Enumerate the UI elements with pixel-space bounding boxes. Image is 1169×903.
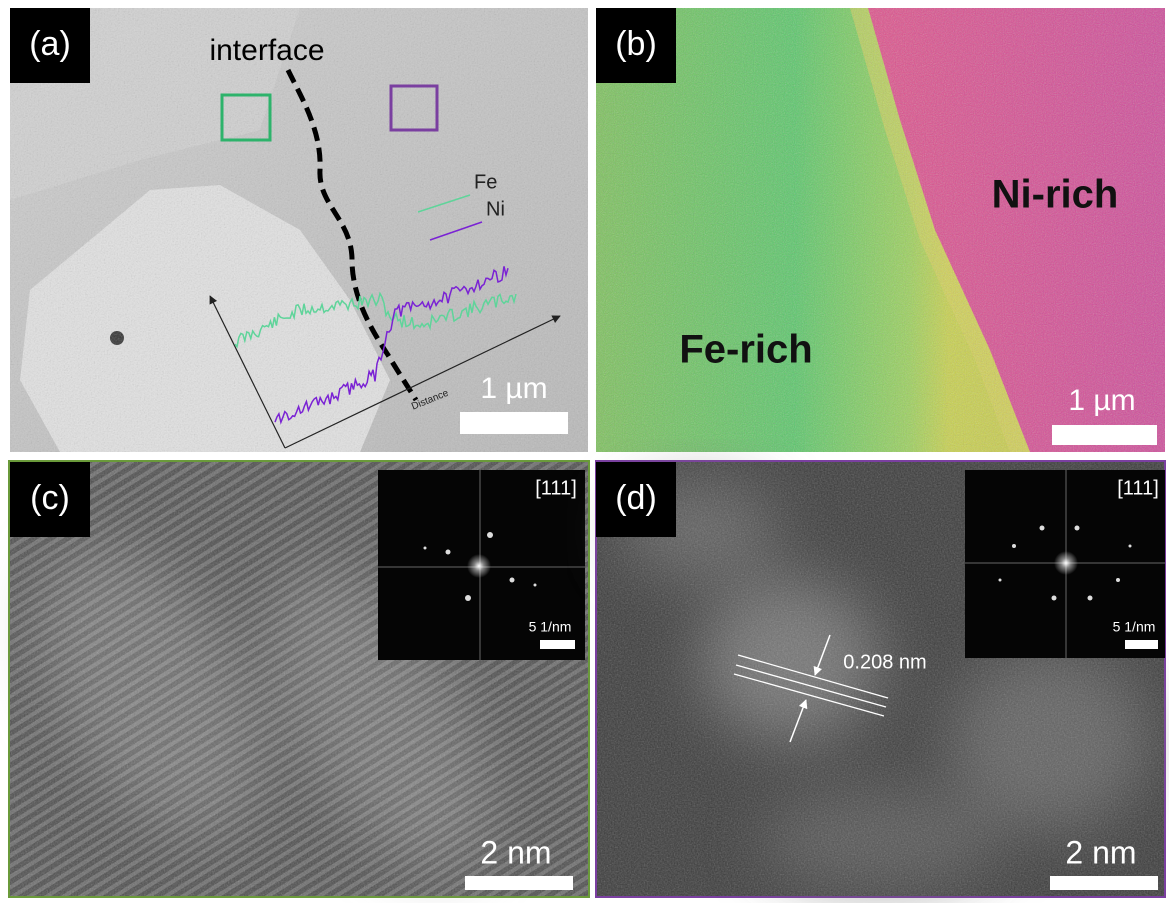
fft-center [1054,551,1078,575]
scale-bar-label: 2 nm [480,834,551,870]
spacing-label: 0.208 nm [843,651,926,673]
zone-axis: [111] [535,477,577,499]
region-label: Ni-rich [992,173,1119,217]
annotation: interface [209,34,324,67]
inset-scale-bar [1125,640,1158,649]
scale-bar-label: 1 µm [1068,384,1135,417]
inset-scale-label: 5 1/nm [529,619,572,635]
inset-scale-label: 5 1/nm [1113,619,1156,635]
panel-label: (a) [29,25,71,63]
scale-bar [465,876,573,890]
panel-d: 5 1/nm [111] 0.208 nm (d) 2 nm [596,461,1165,897]
panel-b: (b) Ni-rich Fe-rich 1 µm [596,8,1165,452]
panel-c: 5 1/nm [111] (c) 2 nm [0,461,589,903]
region-label: Fe-rich [679,328,812,372]
fft-center [467,554,491,578]
scale-bar-label: 2 nm [1065,834,1136,870]
scale-bar-label: 1 µm [480,372,547,405]
panel-label: (d) [615,479,657,517]
legend-label: Ni [486,198,505,220]
scale-bar [1052,425,1157,445]
legend-label: Fe [474,171,497,193]
inset-scale-bar [540,640,575,649]
panel-label: (c) [30,479,70,517]
scale-bar [460,412,568,434]
panel-a: (a) interface Fe Ni Distance 1 µm [10,8,588,452]
figure: (a) interface Fe Ni Distance 1 µm (b) Ni… [0,0,1169,903]
scale-bar [1050,876,1158,890]
zone-axis: [111] [1117,477,1159,499]
panel-label: (b) [615,25,657,63]
